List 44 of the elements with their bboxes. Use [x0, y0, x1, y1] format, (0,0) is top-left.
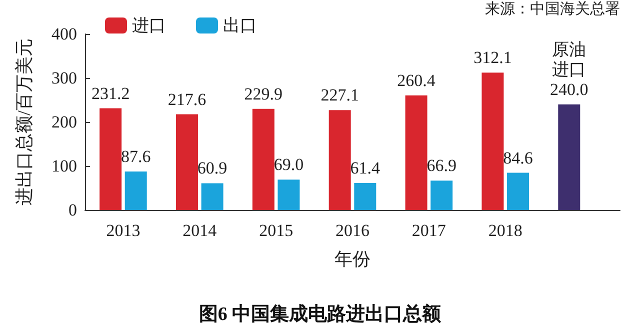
bar — [558, 104, 580, 210]
bar — [278, 180, 300, 210]
x-tick-label: 2014 — [182, 221, 218, 240]
y-tick-label: 200 — [52, 112, 77, 132]
bar — [507, 172, 530, 210]
y-tick-label: 100 — [52, 156, 77, 176]
data-label: 312.1 — [474, 48, 512, 68]
legend-label: 进口 — [132, 16, 166, 35]
bar — [124, 171, 147, 210]
data-label: 61.4 — [350, 158, 381, 178]
y-axis-title: 进出口总额/百万美元 — [14, 38, 34, 206]
data-label: 69.0 — [274, 155, 304, 174]
text: 图6 中国集成电路进出口总额 — [198, 303, 442, 325]
y-tick-label: 0 — [68, 200, 77, 220]
source-note: 来源：中国海关总署 — [485, 0, 620, 18]
bar — [176, 114, 198, 210]
x-tick-label: 2018 — [488, 221, 522, 240]
data-label: 60.9 — [197, 158, 228, 178]
y-tick-label: 400 — [52, 24, 77, 44]
x-tick-label: 2015 — [259, 221, 294, 240]
data-label: 227.1 — [320, 86, 359, 105]
data-label: 84.6 — [503, 148, 533, 168]
data-label: 240.0 — [550, 80, 588, 99]
bar — [328, 110, 351, 210]
x-tick-label: 2017 — [412, 221, 446, 240]
legend-label: 出口 — [223, 16, 257, 35]
bar — [252, 108, 274, 210]
x-axis-title: 年份 — [334, 249, 370, 269]
data-label: 260.4 — [397, 70, 436, 90]
data-label: 231.2 — [91, 84, 130, 103]
bar — [201, 183, 224, 210]
bar — [405, 95, 428, 210]
series-label: 原油进口 — [552, 40, 586, 79]
data-label: 229.9 — [244, 84, 283, 104]
x-tick-label: 2013 — [106, 221, 140, 240]
bar — [354, 182, 376, 210]
y-tick-label: 300 — [52, 68, 77, 88]
bar — [430, 180, 453, 210]
data-label: 217.6 — [168, 90, 206, 109]
x-tick-label: 2016 — [336, 221, 370, 240]
data-label: 66.9 — [426, 156, 456, 176]
bar — [482, 72, 504, 210]
data-label: 87.6 — [120, 146, 151, 166]
bar — [100, 108, 122, 210]
